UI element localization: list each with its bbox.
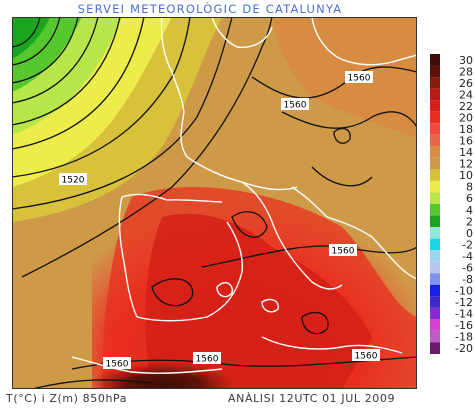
legend-label: 6 bbox=[466, 192, 473, 205]
legend-swatch bbox=[430, 192, 440, 204]
legend-entry: 22 bbox=[430, 100, 473, 113]
legend-swatch bbox=[430, 169, 440, 181]
geopotential-contours bbox=[12, 17, 417, 389]
legend-swatch bbox=[430, 342, 440, 354]
legend-entry: 26 bbox=[430, 77, 473, 90]
legend-entry: -14 bbox=[430, 308, 473, 321]
legend-label: 24 bbox=[459, 88, 473, 101]
legend-entry: 14 bbox=[430, 146, 473, 159]
legend-entry: 16 bbox=[430, 135, 473, 148]
contour-label-1520: 1520 bbox=[62, 176, 85, 186]
legend-swatch bbox=[430, 54, 440, 66]
legend-label: 20 bbox=[459, 111, 473, 124]
map-frame bbox=[12, 17, 417, 389]
legend-label: -6 bbox=[462, 261, 473, 274]
legend-label: 4 bbox=[466, 204, 473, 217]
legend-swatch bbox=[430, 134, 440, 147]
northeast-warm bbox=[272, 17, 417, 137]
legend-entry: -2 bbox=[430, 238, 473, 251]
legend-label: -20 bbox=[455, 342, 473, 354]
legend-label: -4 bbox=[462, 250, 473, 263]
legend-swatch bbox=[430, 284, 440, 297]
contour-label-1560: 1560 bbox=[106, 360, 129, 370]
legend-swatch bbox=[430, 250, 440, 262]
legend-swatch bbox=[430, 330, 440, 343]
coastlines bbox=[71, 17, 417, 374]
legend-swatch bbox=[430, 307, 440, 320]
cold-core-center bbox=[12, 17, 50, 59]
legend-label: -18 bbox=[455, 331, 473, 344]
contour-label-1560: 1560 bbox=[196, 355, 219, 365]
legend-swatch bbox=[430, 88, 440, 101]
legend-entry: 18 bbox=[430, 123, 473, 136]
contour-labels: 1560 1560 1520 1560 1560 1560 1560 bbox=[59, 71, 380, 370]
legend-swatch bbox=[430, 77, 440, 89]
legend-swatch bbox=[430, 261, 440, 274]
legend-label: 28 bbox=[459, 65, 473, 78]
legend-label: 22 bbox=[459, 100, 473, 113]
temperature-geopotential-map: 1560 1560 1520 1560 1560 1560 1560 bbox=[12, 17, 417, 389]
legend-swatch bbox=[430, 238, 440, 251]
legend-label: -14 bbox=[455, 308, 473, 321]
analysis-time-label: ANÀLISI 12UTC 01 JUL 2009 bbox=[228, 392, 396, 405]
legend-label: 30 bbox=[459, 54, 473, 67]
contour-label-1560: 1560 bbox=[332, 247, 355, 257]
legend-entry: 2 bbox=[430, 215, 473, 228]
legend-swatch bbox=[430, 157, 440, 170]
legend-label: -10 bbox=[455, 285, 473, 298]
legend-swatch bbox=[430, 146, 440, 158]
legend-swatch bbox=[430, 180, 440, 193]
temperature-legend: 302826242220181614121086420-2-4-6-8-10-1… bbox=[430, 54, 473, 354]
parameter-label: T(°C) i Z(m) 850hPa bbox=[6, 392, 128, 405]
legend-entry: -16 bbox=[430, 319, 473, 332]
legend-label: 0 bbox=[466, 227, 473, 240]
hot-core bbox=[72, 307, 332, 389]
legend-swatch bbox=[430, 65, 440, 78]
contour-label-1560: 1560 bbox=[355, 352, 378, 362]
legend-entry: 20 bbox=[430, 111, 473, 124]
legend-label: 8 bbox=[466, 181, 473, 194]
legend-label: -12 bbox=[455, 296, 473, 309]
legend-label: -8 bbox=[462, 273, 473, 286]
legend-label: 16 bbox=[459, 135, 473, 148]
contour-label-1560: 1560 bbox=[284, 101, 307, 111]
legend-label: -2 bbox=[462, 238, 473, 251]
legend-entry: 24 bbox=[430, 88, 473, 101]
legend-swatch bbox=[430, 215, 440, 228]
legend-entry: -6 bbox=[430, 261, 473, 274]
legend-entry: 8 bbox=[430, 181, 473, 194]
legend-swatch bbox=[430, 296, 440, 308]
legend-label: 12 bbox=[459, 158, 473, 171]
legend-entry: -20 bbox=[430, 342, 473, 354]
legend-label: 18 bbox=[459, 123, 473, 136]
contour-label-1560: 1560 bbox=[348, 74, 371, 84]
legend-entry: 6 bbox=[430, 192, 473, 205]
legend-entry: -12 bbox=[430, 296, 473, 309]
legend-label: 10 bbox=[459, 169, 473, 182]
legend-label: 26 bbox=[459, 77, 473, 90]
legend-entry: 12 bbox=[430, 158, 473, 171]
legend-entry: -10 bbox=[430, 285, 473, 298]
map-title: SERVEI METEOROLÒGIC DE CATALUNYA bbox=[77, 2, 343, 16]
legend-label: 2 bbox=[466, 215, 473, 228]
legend-swatch bbox=[430, 111, 440, 124]
legend-label: -16 bbox=[455, 319, 473, 332]
legend-entry: 30 bbox=[430, 54, 473, 67]
legend-entry: 10 bbox=[430, 169, 473, 182]
legend-swatch bbox=[430, 123, 440, 135]
legend-entry: -8 bbox=[430, 273, 473, 286]
legend-entry: 28 bbox=[430, 65, 473, 78]
legend-swatch bbox=[430, 319, 440, 331]
legend-swatch bbox=[430, 100, 440, 112]
legend-entry: 0 bbox=[430, 227, 473, 240]
legend-entry: 4 bbox=[430, 204, 473, 217]
legend-entry: -18 bbox=[430, 331, 473, 344]
legend-swatch bbox=[430, 204, 440, 216]
legend-swatch bbox=[430, 227, 440, 239]
legend-label: 14 bbox=[459, 146, 473, 159]
legend-swatch bbox=[430, 273, 440, 285]
legend-entry: -4 bbox=[430, 250, 473, 263]
